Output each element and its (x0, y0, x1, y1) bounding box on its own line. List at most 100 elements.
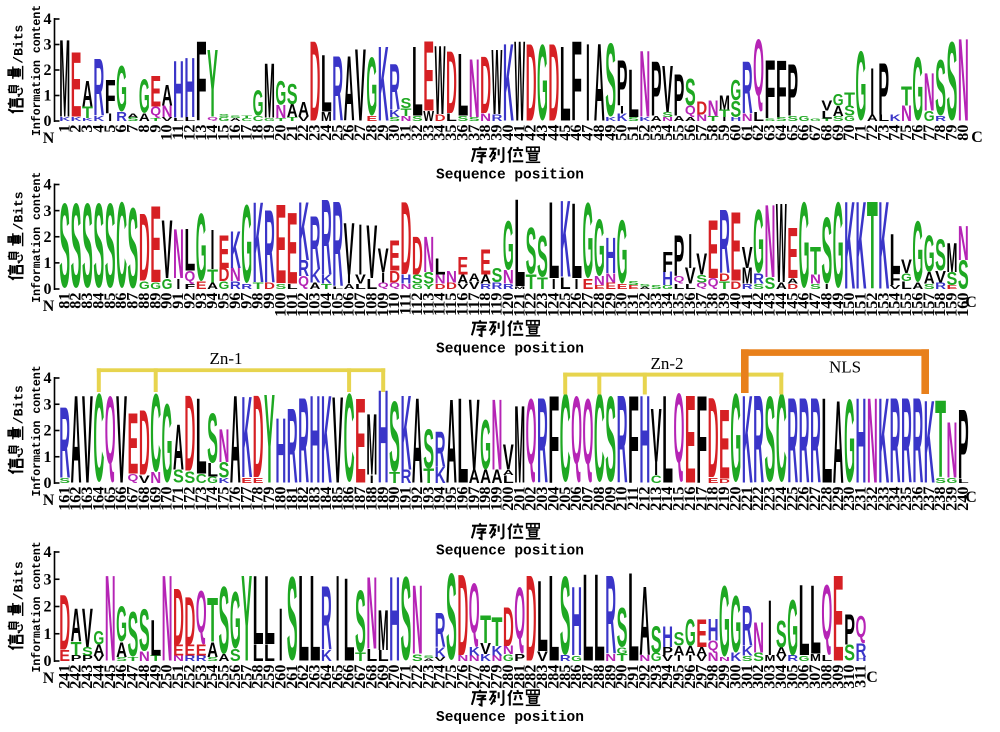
svg-text:L: L (457, 373, 468, 509)
svg-text:K: K (93, 114, 104, 123)
svg-text:85: 85 (101, 293, 119, 309)
svg-text:S: S (946, 268, 957, 289)
svg-text:G: G (150, 280, 161, 291)
svg-text:R: R (332, 178, 343, 313)
svg-text:167: 167 (124, 487, 142, 511)
svg-text:Q: Q (298, 274, 309, 290)
svg-text:N: N (162, 104, 173, 122)
svg-text:R: R (560, 654, 571, 663)
svg-text:L: L (958, 478, 969, 484)
svg-text:28: 28 (362, 125, 380, 141)
svg-text:A: A (833, 103, 844, 120)
svg-text:161: 161 (55, 487, 73, 511)
svg-text:86: 86 (112, 293, 130, 309)
svg-text:M: M (264, 48, 275, 134)
svg-text:A: A (93, 642, 104, 659)
svg-text:V: V (821, 98, 833, 114)
svg-text:L: L (810, 566, 821, 676)
svg-text:V: V (298, 115, 310, 123)
svg-text:N: N (412, 564, 423, 674)
svg-text:G: G (730, 75, 741, 107)
svg-text:T: T (708, 114, 720, 122)
svg-text:3: 3 (44, 572, 52, 589)
svg-text:S: S (730, 97, 741, 123)
svg-text:286: 286 (567, 665, 585, 689)
svg-text:3: 3 (44, 396, 52, 413)
svg-text:39: 39 (488, 125, 506, 141)
svg-text:S: S (412, 652, 423, 663)
svg-text:G: G (617, 201, 628, 302)
svg-text:91: 91 (169, 293, 187, 309)
svg-text:215: 215 (670, 487, 688, 511)
svg-text:C: C (651, 473, 662, 486)
svg-text:D: D (730, 279, 741, 292)
svg-text:K: K (469, 645, 480, 658)
svg-text:C: C (971, 129, 983, 146)
svg-text:V: V (93, 654, 104, 663)
svg-text:S: S (218, 458, 229, 483)
svg-text:K: K (230, 222, 241, 280)
svg-text:36: 36 (453, 125, 471, 141)
svg-text:29: 29 (374, 125, 392, 141)
svg-text:A: A (685, 644, 696, 659)
svg-text:A: A (230, 117, 241, 122)
svg-text:247: 247 (124, 665, 142, 689)
svg-text:221: 221 (738, 487, 756, 511)
svg-text:174: 174 (203, 487, 221, 511)
svg-text:K: K (321, 648, 333, 665)
svg-text:Y: Y (423, 282, 435, 290)
svg-text:96: 96 (226, 293, 244, 309)
svg-text:Q: Q (855, 610, 866, 643)
svg-text:G: G (844, 115, 855, 123)
svg-text:L: L (298, 550, 309, 687)
svg-text:L: L (355, 282, 366, 290)
svg-text:20: 20 (271, 125, 289, 141)
svg-text:T: T (150, 654, 162, 663)
svg-text:R: R (855, 639, 866, 661)
svg-text:244: 244 (89, 665, 107, 689)
svg-text:V: V (162, 203, 173, 296)
svg-text:E: E (59, 647, 70, 665)
svg-text:E: E (719, 391, 730, 501)
svg-text:S: S (184, 469, 195, 487)
svg-text:R: R (912, 373, 923, 509)
svg-text:136: 136 (681, 293, 699, 317)
svg-text:S: S (275, 282, 286, 290)
svg-text:2: 2 (44, 229, 52, 246)
svg-text:80: 80 (954, 125, 972, 141)
svg-text:H: H (662, 621, 673, 654)
svg-text:T: T (526, 271, 537, 295)
svg-text:105: 105 (328, 293, 346, 317)
svg-text:9: 9 (146, 125, 164, 133)
svg-text:1: 1 (44, 255, 52, 272)
svg-text:A: A (696, 645, 707, 658)
svg-text:D: D (457, 550, 468, 680)
svg-text:N: N (43, 298, 55, 315)
svg-text:138: 138 (704, 293, 722, 317)
svg-text:271: 271 (397, 665, 415, 689)
svg-text:Q: Q (571, 377, 582, 485)
svg-text:T: T (935, 377, 946, 501)
svg-text:4: 4 (44, 544, 52, 561)
svg-text:40: 40 (499, 125, 517, 141)
svg-text:S: S (764, 372, 775, 508)
svg-text:250: 250 (158, 665, 176, 689)
svg-text:41: 41 (510, 125, 528, 141)
svg-text:V: V (662, 53, 673, 127)
svg-text:N: N (696, 113, 707, 123)
svg-text:N: N (639, 33, 650, 138)
svg-text:83: 83 (78, 293, 96, 309)
svg-text:F: F (571, 18, 582, 145)
svg-text:W: W (435, 26, 446, 136)
svg-text:176: 176 (226, 487, 244, 511)
svg-text:2: 2 (44, 62, 52, 79)
svg-text:230: 230 (840, 487, 858, 511)
svg-text:S: S (537, 225, 548, 290)
svg-text:Q: Q (673, 275, 684, 285)
svg-text:L: L (662, 370, 673, 510)
svg-text:S: S (526, 215, 537, 289)
svg-text:42: 42 (522, 125, 540, 141)
svg-text:237: 237 (920, 487, 938, 511)
svg-text:G: G (594, 202, 605, 293)
svg-text:E: E (628, 284, 639, 291)
